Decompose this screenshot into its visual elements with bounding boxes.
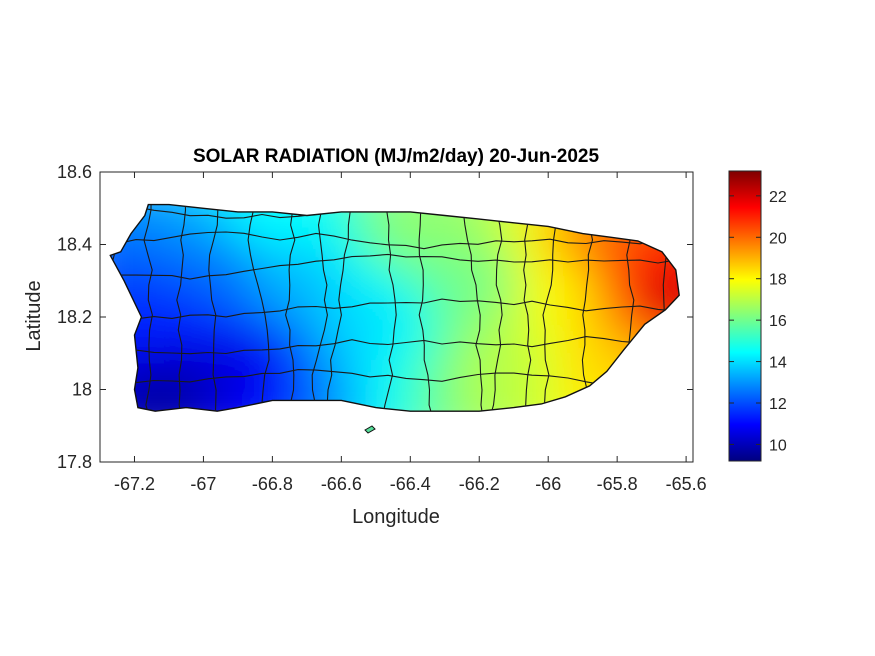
y-axis-label: Latitude	[23, 280, 45, 351]
x-tick-label: -66.4	[390, 474, 431, 494]
colorbar-tick-label: 14	[769, 355, 787, 372]
colorbar-tick-label: 22	[769, 189, 787, 206]
y-axis-ticks: 17.8 18 18.2 18.4 18.6	[57, 162, 693, 472]
colorbar-tick-label: 16	[769, 313, 787, 330]
x-tick-label: -67	[190, 474, 216, 494]
colorbar-tick-label: 12	[769, 396, 787, 413]
island-outline	[109, 203, 680, 412]
x-tick-label: -66	[535, 474, 561, 494]
colorbar: 10 12 14 16 18 20 22	[728, 170, 787, 462]
colorbar-ticks: 10 12 14 16 18 20 22	[729, 189, 787, 454]
y-tick-label: 18	[72, 380, 92, 400]
y-tick-label: 17.8	[57, 452, 92, 472]
x-tick-label: -66.6	[321, 474, 362, 494]
y-tick-label: 18.6	[57, 162, 92, 182]
y-tick-label: 18.2	[57, 307, 92, 327]
x-tick-label: -66.2	[459, 474, 500, 494]
x-axis-ticks: -67.2 -67 -66.8 -66.6 -66.4 -66.2 -66 -65.8 -65.…	[114, 172, 707, 494]
small-island	[364, 425, 376, 434]
x-axis-label: Longitude	[352, 506, 440, 528]
colorbar-tick-label: 10	[769, 437, 787, 454]
colorbar-gradient	[728, 170, 762, 462]
plot-title: SOLAR RADIATION (MJ/m2/day) 20-Jun-2025	[193, 146, 600, 167]
map-plot-area: -67.2 -67 -66.8 -66.6 -66.4 -66.2 -66 -65.8 -65.…	[57, 162, 707, 494]
x-tick-label: -65.8	[597, 474, 638, 494]
x-tick-label: -67.2	[114, 474, 155, 494]
colorbar-tick-label: 18	[769, 272, 787, 289]
y-tick-label: 18.4	[57, 235, 92, 255]
x-tick-label: -65.6	[666, 474, 707, 494]
x-tick-label: -66.8	[252, 474, 293, 494]
colorbar-tick-label: 20	[769, 230, 787, 247]
